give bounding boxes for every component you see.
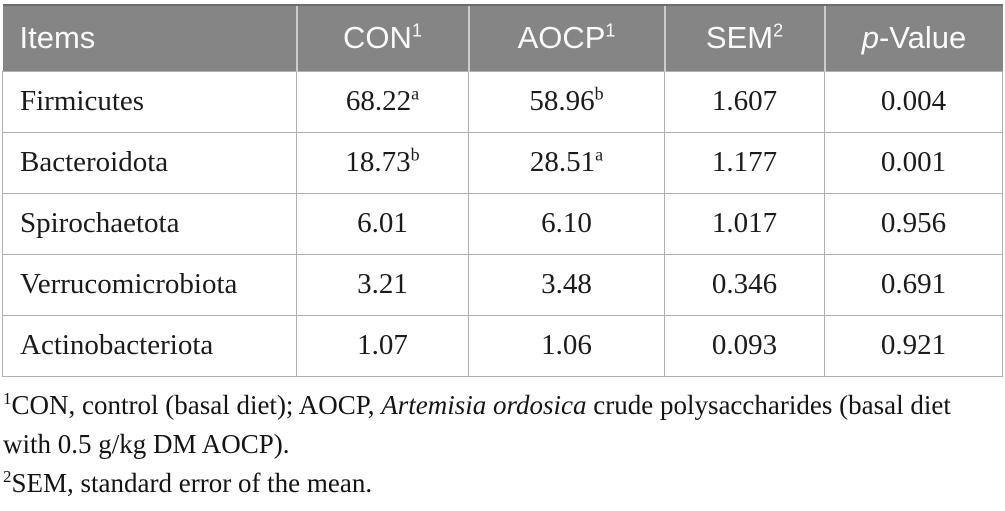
header-pvalue-p: p xyxy=(861,20,879,56)
pvalue: 0.001 xyxy=(880,146,947,178)
footnote-1-text-post: crude polysaccharides (basal diet with 0… xyxy=(3,389,951,459)
con-value-cell: 18.73b xyxy=(296,131,469,194)
table-row-verrucomicrobiota: Verrucomicrobiota 3.21 3.48 0.346 0.691 xyxy=(2,253,1003,316)
footnote-2-marker: 2 xyxy=(3,466,12,486)
sem-value: 1.177 xyxy=(711,146,778,178)
item-name-cell: Firmicutes xyxy=(2,70,297,133)
header-sem-footnote-marker: 2 xyxy=(773,20,784,41)
table-footnotes: 1CON, control (basal diet); AOCP, Artemi… xyxy=(3,386,1003,503)
header-pvalue-rest: -Value xyxy=(878,20,967,56)
header-cell-sem: SEM2 xyxy=(663,4,825,71)
aocp-value: 58.96 xyxy=(529,85,595,117)
aocp-value-sup: a xyxy=(595,144,604,165)
aocp-value-cell: 58.96b xyxy=(468,70,665,133)
header-cell-aocp: AOCP1 xyxy=(467,4,665,71)
header-cell-pvalue: p-Value xyxy=(823,4,1003,71)
sem-value: 0.346 xyxy=(711,268,778,300)
sem-value: 0.093 xyxy=(711,329,778,361)
con-value: 6.01 xyxy=(357,207,408,239)
aocp-value-cell: 1.06 xyxy=(468,314,665,377)
con-value-cell: 6.01 xyxy=(296,192,469,255)
con-value-sup: a xyxy=(411,83,420,104)
table-row-spirochaetota: Spirochaetota 6.01 6.10 1.017 0.956 xyxy=(2,192,1003,255)
header-cell-con: CON1 xyxy=(295,4,469,71)
item-name-cell: Verrucomicrobiota xyxy=(2,253,297,316)
header-con-footnote-marker: 1 xyxy=(411,20,422,41)
microbiota-phylum-table: Items CON1 AOCP1 SEM2 p-Value Firmicutes… xyxy=(2,4,1003,377)
aocp-value: 1.06 xyxy=(541,329,592,361)
aocp-value: 3.48 xyxy=(541,268,592,300)
pvalue: 0.004 xyxy=(880,85,947,117)
header-cell-items: Items xyxy=(2,4,297,71)
table-row-actinobacteriota: Actinobacteriota 1.07 1.06 0.093 0.921 xyxy=(2,314,1003,377)
con-value: 3.21 xyxy=(357,268,408,300)
item-name: Bacteroidota xyxy=(20,146,169,178)
header-aocp-footnote-marker: 1 xyxy=(605,20,616,41)
pvalue: 0.956 xyxy=(880,207,947,239)
item-name: Actinobacteriota xyxy=(20,329,214,361)
con-value-sup: b xyxy=(410,144,420,165)
sem-value: 1.607 xyxy=(711,85,778,117)
sem-value-cell: 0.346 xyxy=(664,253,825,316)
item-name-cell: Spirochaetota xyxy=(2,192,297,255)
pvalue-cell: 0.921 xyxy=(824,314,1003,377)
table-row-bacteroidota: Bacteroidota 18.73b 28.51a 1.177 0.001 xyxy=(2,131,1003,194)
item-name-cell: Actinobacteriota xyxy=(2,314,297,377)
pvalue-cell: 0.001 xyxy=(824,131,1003,194)
footnote-1-species-name: Artemisia ordosica xyxy=(381,389,587,420)
con-value: 18.73 xyxy=(345,146,411,178)
footnote-1-text-pre: CON, control (basal diet); AOCP, xyxy=(11,389,382,420)
footnote-2-text: SEM, standard error of the mean. xyxy=(11,467,373,498)
item-name-cell: Bacteroidota xyxy=(2,131,297,194)
sem-value: 1.017 xyxy=(711,207,778,239)
item-name: Verrucomicrobiota xyxy=(20,268,238,300)
con-value-cell: 1.07 xyxy=(296,314,469,377)
con-value-cell: 68.22a xyxy=(296,70,469,133)
header-aocp-label: AOCP xyxy=(517,20,606,56)
footnote-1: 1CON, control (basal diet); AOCP, Artemi… xyxy=(3,386,1003,464)
footnote-2: 2SEM, standard error of the mean. xyxy=(3,464,1003,503)
pvalue-cell: 0.691 xyxy=(824,253,1003,316)
con-value: 1.07 xyxy=(357,329,408,361)
sem-value-cell: 1.177 xyxy=(664,131,825,194)
aocp-value-cell: 6.10 xyxy=(468,192,665,255)
table-row-firmicutes: Firmicutes 68.22a 58.96b 1.607 0.004 xyxy=(2,70,1003,133)
header-sem-label: SEM xyxy=(705,20,774,56)
pvalue: 0.691 xyxy=(880,268,947,300)
aocp-value-sup: b xyxy=(594,83,604,104)
header-items-label: Items xyxy=(19,20,96,56)
item-name: Firmicutes xyxy=(20,85,145,117)
sem-value-cell: 1.017 xyxy=(664,192,825,255)
table-header-row: Items CON1 AOCP1 SEM2 p-Value xyxy=(2,4,1003,71)
con-value: 68.22 xyxy=(345,85,412,117)
aocp-value: 28.51 xyxy=(529,146,596,178)
aocp-value-cell: 3.48 xyxy=(468,253,665,316)
aocp-value: 6.10 xyxy=(541,207,592,239)
item-name: Spirochaetota xyxy=(20,207,180,239)
sem-value-cell: 1.607 xyxy=(664,70,825,133)
sem-value-cell: 0.093 xyxy=(664,314,825,377)
table-header: Items CON1 AOCP1 SEM2 p-Value xyxy=(2,4,1003,71)
pvalue-cell: 0.956 xyxy=(824,192,1003,255)
aocp-value-cell: 28.51a xyxy=(468,131,665,194)
pvalue: 0.921 xyxy=(880,329,947,361)
pvalue-cell: 0.004 xyxy=(824,70,1003,133)
table-body: Firmicutes 68.22a 58.96b 1.607 0.004 Bac… xyxy=(2,70,1003,377)
con-value-cell: 3.21 xyxy=(296,253,469,316)
footnote-1-marker: 1 xyxy=(3,388,12,408)
header-con-label: CON xyxy=(343,20,412,56)
